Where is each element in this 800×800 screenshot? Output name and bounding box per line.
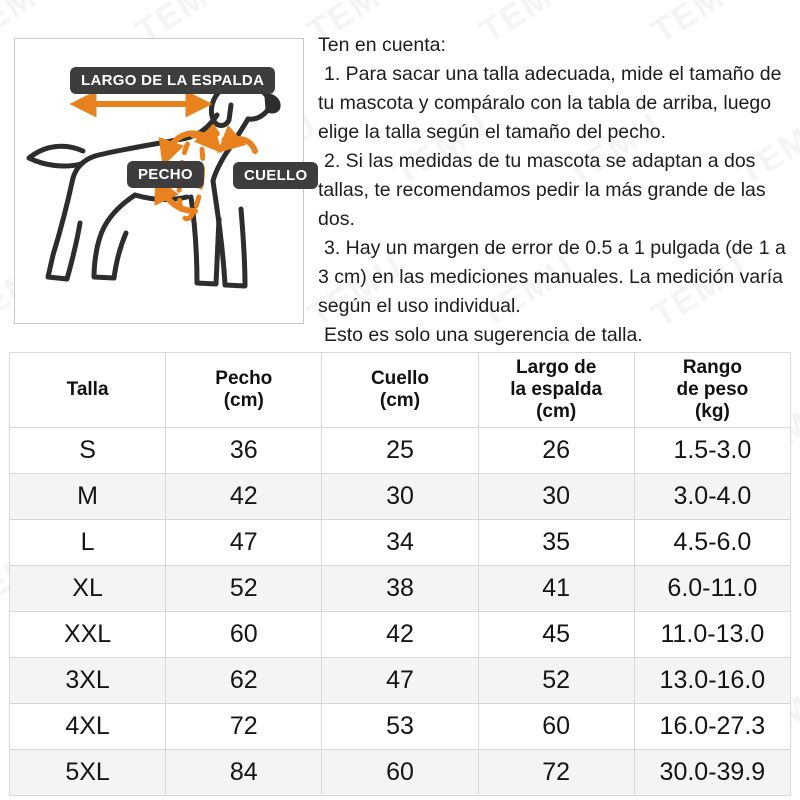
value-cell: 1.5-3.0 xyxy=(633,426,792,474)
table-row: XXL 60 42 45 11.0-13.0 xyxy=(8,610,792,658)
value-cell: 47 xyxy=(321,656,479,704)
note-item: 1. Para sacar una talla adecuada, mide e… xyxy=(318,63,782,143)
table-row: 3XL 62 47 52 13.0-16.0 xyxy=(8,656,792,704)
value-cell: 60 xyxy=(477,702,635,750)
column-header: Rango de peso (kg) xyxy=(633,352,792,428)
value-cell: 30 xyxy=(321,472,479,520)
value-cell: 36 xyxy=(165,426,323,474)
value-cell: 38 xyxy=(321,564,479,612)
column-header-line: Rango xyxy=(682,357,742,378)
neck-hook-arrow xyxy=(216,124,258,154)
size-label-cell: S xyxy=(8,426,167,474)
value-cell: 30 xyxy=(477,472,635,520)
value-cell: 42 xyxy=(321,610,479,658)
chest-top-arrow xyxy=(158,123,222,167)
value-cell: 35 xyxy=(477,518,635,566)
value-cell: 4.5-6.0 xyxy=(633,518,792,566)
column-header-line: Talla xyxy=(66,378,109,400)
column-header: Cuello (cm) xyxy=(321,352,479,428)
value-cell: 11.0-13.0 xyxy=(633,610,792,658)
value-cell: 42 xyxy=(165,472,323,520)
column-header-line: Pecho xyxy=(215,367,273,389)
value-cell: 52 xyxy=(165,564,323,612)
column-header-line: la espalda xyxy=(510,378,603,400)
table-row: S 36 25 26 1.5-3.0 xyxy=(8,426,792,474)
column-header: Pecho (cm) xyxy=(165,352,323,428)
column-header-line: Cuello xyxy=(370,367,429,389)
size-label-cell: 4XL xyxy=(8,702,167,750)
value-cell: 45 xyxy=(477,610,635,658)
value-cell: 6.0-11.0 xyxy=(633,564,792,612)
chest-label: PECHO xyxy=(127,161,204,188)
column-header-line: (cm) xyxy=(379,389,421,411)
column-header-line: (cm) xyxy=(223,389,264,411)
value-cell: 62 xyxy=(165,656,323,704)
dog-line-art xyxy=(26,83,281,289)
size-label-cell: 3XL xyxy=(8,656,167,704)
value-cell: 53 xyxy=(321,702,479,750)
dog-measurement-diagram: LARGO DE LA ESPALDA PECHO CUELLO xyxy=(14,38,319,324)
size-table-body: S 36 25 26 1.5-3.0 M 42 30 30 3.0-4.0 L 47 34 35 4.5-6… xyxy=(8,426,792,796)
value-cell: 72 xyxy=(477,748,635,796)
value-cell: 26 xyxy=(477,426,635,474)
note-item: Esto es solo una sugerencia de talla. xyxy=(324,324,643,346)
column-header: Largo de la espalda (cm) xyxy=(477,352,635,428)
table-row: 4XL 72 53 60 16.0-27.3 xyxy=(8,702,792,750)
value-cell: 34 xyxy=(321,518,479,566)
dog-tail xyxy=(26,143,86,169)
size-label-cell: L xyxy=(8,518,167,566)
value-cell: 72 xyxy=(165,702,323,750)
size-label-cell: XXL xyxy=(8,610,167,658)
table-row: 5XL 84 60 72 30.0-39.9 xyxy=(8,748,792,796)
back-length-label: LARGO DE LA ESPALDA xyxy=(70,67,276,94)
size-label-cell: 5XL xyxy=(8,748,167,796)
table-row: XL 52 38 41 6.0-11.0 xyxy=(8,564,792,612)
value-cell: 25 xyxy=(321,426,479,474)
value-cell: 60 xyxy=(165,610,323,658)
value-cell: 52 xyxy=(477,656,635,704)
note-item: 3. Hay un margen de error de 0.5 a 1 pul… xyxy=(318,237,786,317)
column-header-line: de peso xyxy=(676,378,749,400)
column-header-line: Largo de xyxy=(516,357,597,378)
column-header: Talla xyxy=(8,352,167,428)
neck-label: CUELLO xyxy=(233,162,319,189)
column-header-line: (kg) xyxy=(694,400,730,422)
notes-title: Ten en cuenta: xyxy=(318,34,446,56)
size-label-cell: M xyxy=(8,472,167,520)
value-cell: 84 xyxy=(165,748,323,796)
value-cell: 3.0-4.0 xyxy=(633,472,792,520)
size-label-cell: XL xyxy=(8,564,167,612)
value-cell: 13.0-16.0 xyxy=(633,656,792,704)
notes-list: 1. Para sacar una talla adecuada, mide e… xyxy=(318,60,796,350)
table-row: L 47 34 35 4.5-6.0 xyxy=(8,518,792,566)
value-cell: 47 xyxy=(165,518,323,566)
value-cell: 41 xyxy=(477,564,635,612)
size-table: Talla Pecho (cm) Cuello (cm) Largo de la espal… xyxy=(8,352,792,796)
header-row: Talla Pecho (cm) Cuello (cm) Largo de la espal… xyxy=(8,352,792,428)
value-cell: 60 xyxy=(321,748,479,796)
value-cell: 16.0-27.3 xyxy=(633,702,792,750)
table-row: M 42 30 30 3.0-4.0 xyxy=(8,472,792,520)
column-header-line: (cm) xyxy=(536,400,577,422)
size-table-header: Talla Pecho (cm) Cuello (cm) Largo de la espal… xyxy=(8,352,792,428)
sizing-notes: Ten en cuenta: 1. Para sacar una talla a… xyxy=(318,31,796,350)
chest-bottom-arrow xyxy=(154,175,198,214)
value-cell: 30.0-39.9 xyxy=(633,748,792,796)
note-item: 2. Si las medidas de tu mascota se adapt… xyxy=(318,150,766,230)
